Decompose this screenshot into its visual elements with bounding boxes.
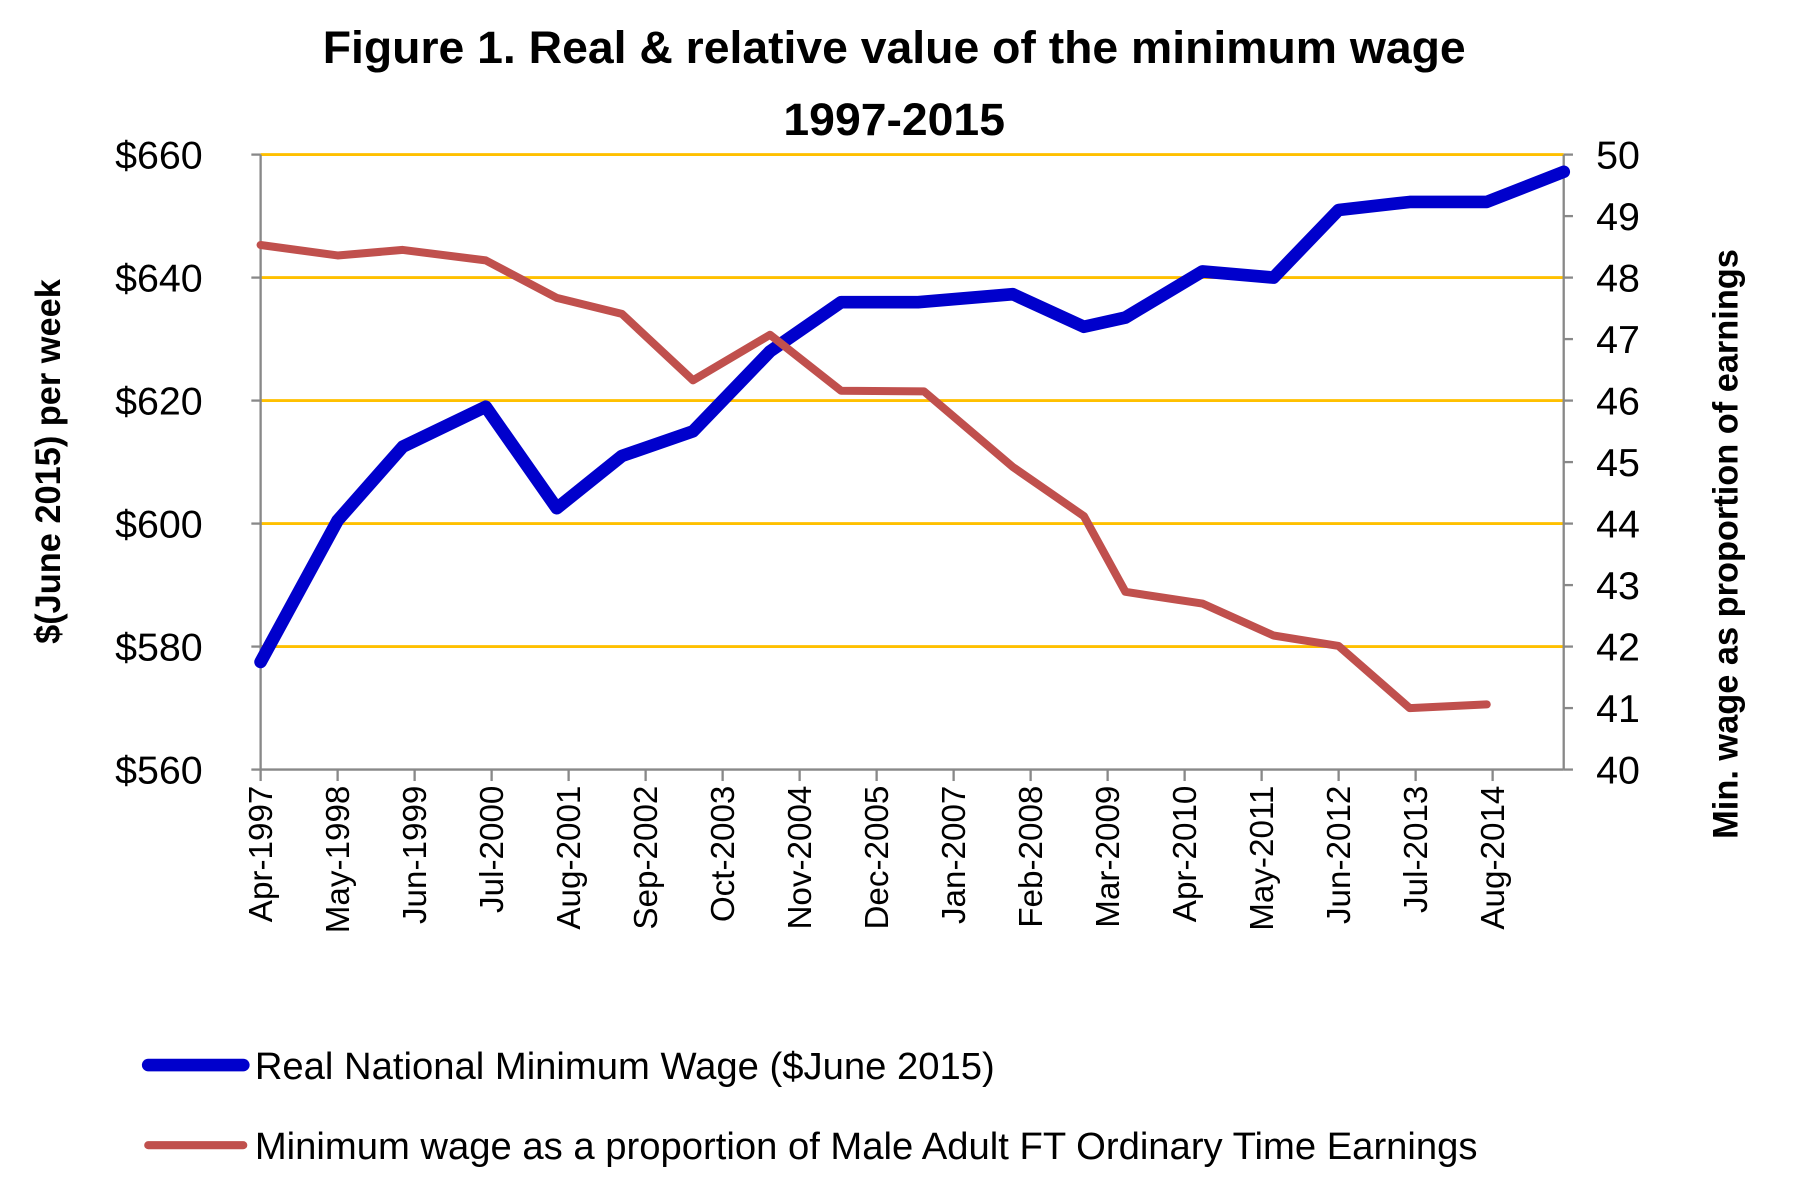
- y2-tick-label: 44: [1596, 504, 1640, 547]
- chart-subtitle: 1997-2015: [783, 93, 1005, 145]
- y-tick-label: $560: [115, 750, 203, 793]
- y2-tick-label: 46: [1596, 381, 1640, 424]
- x-tick-label: Jul-2000: [474, 786, 511, 913]
- x-tick-label: Feb-2008: [1013, 786, 1050, 928]
- y-tick-label: $600: [115, 504, 203, 547]
- series-line-2: [256, 240, 1491, 713]
- y2-tick-label: 40: [1596, 750, 1640, 793]
- y2-tick-label: 43: [1596, 565, 1640, 608]
- y-tick-label: $660: [115, 135, 203, 178]
- x-tick-label: Mar-2009: [1090, 786, 1127, 928]
- chart-title: Figure 1. Real & relative value of the m…: [323, 21, 1466, 73]
- y-tick-label: $580: [115, 627, 203, 670]
- x-tick-label: Aug-2014: [1475, 786, 1512, 930]
- x-tick-label: Sep-2002: [628, 786, 665, 930]
- y2-tick-label: 50: [1596, 135, 1640, 178]
- y-axis-label: $(June 2015) per week: [30, 278, 68, 643]
- x-tick-label: Jul-2013: [1398, 786, 1435, 913]
- x-tick-label: Jun-1999: [397, 786, 434, 924]
- y2-tick-label: 49: [1596, 196, 1640, 239]
- y2-axis-label: Min. wage as proportion of earnings: [1707, 249, 1745, 839]
- x-tick-label: Nov-2004: [782, 786, 819, 930]
- y-tick-label: $640: [115, 258, 203, 301]
- x-tick-label: Jan-2007: [936, 786, 973, 924]
- x-tick-label: May-1998: [320, 786, 357, 934]
- y2-tick-label: 41: [1596, 688, 1640, 731]
- y2-tick-label: 47: [1596, 319, 1640, 362]
- legend-label: Minimum wage as a proportion of Male Adu…: [255, 1126, 1478, 1168]
- x-tick-label: Dec-2005: [859, 786, 896, 930]
- x-tick-label: Oct-2003: [705, 786, 742, 923]
- y-tick-label: $620: [115, 381, 203, 424]
- x-tick-label: Apr-1997: [243, 786, 280, 923]
- legend-label: Real National Minimum Wage ($June 2015): [255, 1046, 995, 1088]
- x-tick-label: Apr-2010: [1167, 786, 1204, 923]
- y2-tick-label: 42: [1596, 627, 1640, 670]
- series-line-1: [254, 165, 1571, 669]
- y2-tick-label: 45: [1596, 442, 1640, 485]
- y2-tick-label: 48: [1596, 258, 1640, 301]
- x-tick-label: Aug-2001: [551, 786, 588, 930]
- x-tick-label: Jun-2012: [1321, 786, 1358, 924]
- x-tick-label: May-2011: [1244, 786, 1281, 931]
